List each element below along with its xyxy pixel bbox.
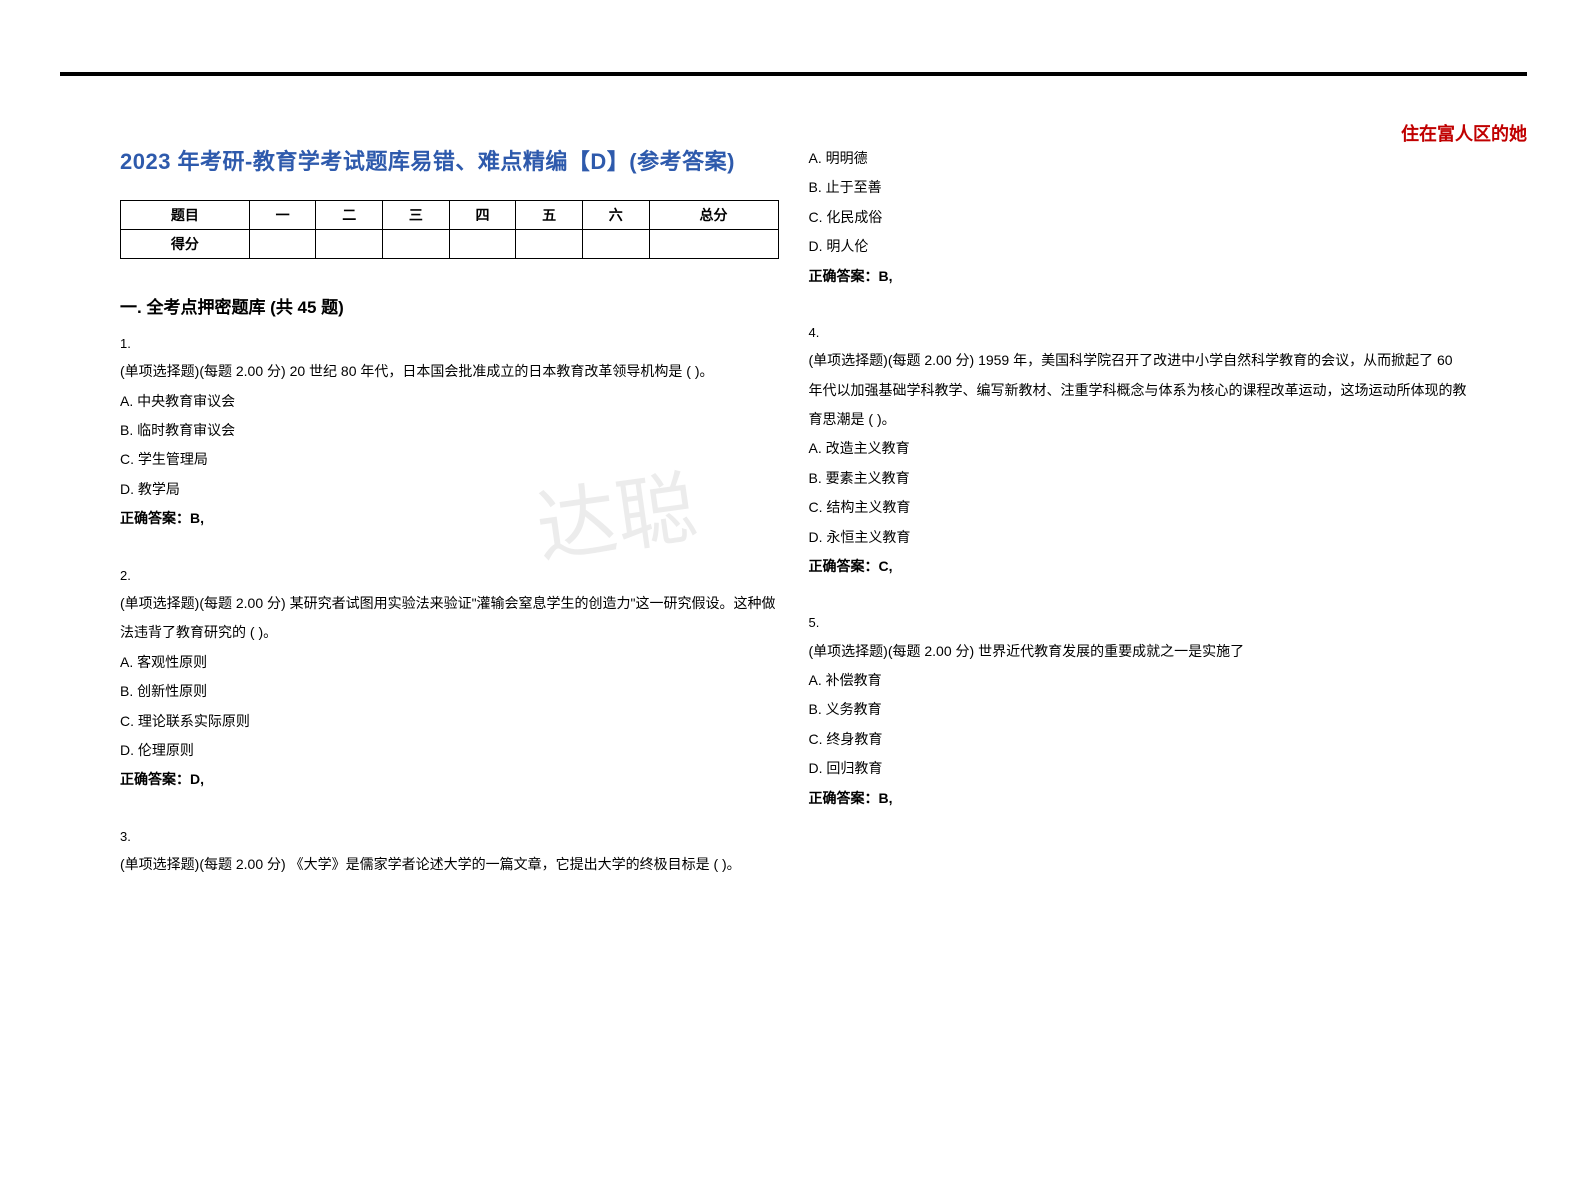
question-number: 3. [120,823,779,850]
question-option: A. 补偿教育 [809,666,1468,695]
question-answer: 正确答案：B, [809,784,1468,813]
col-header: 五 [516,201,583,230]
question-answer: 正确答案：B, [120,504,779,533]
question-number: 2. [120,562,779,589]
question-option: C. 理论联系实际原则 [120,707,779,736]
col-header: 题目 [121,201,250,230]
question-answer: 正确答案：C, [809,552,1468,581]
question-stem: (单项选择题)(每题 2.00 分) 《大学》是儒家学者论述大学的一篇文章，它提… [120,850,779,879]
question-option: D. 教学局 [120,475,779,504]
question-stem: (单项选择题)(每题 2.00 分) 1959 年，美国科学院召开了改进中小学自… [809,346,1468,434]
question-answer: 正确答案：B, [809,262,1468,291]
question-option: C. 结构主义教育 [809,493,1468,522]
row-label: 得分 [121,230,250,259]
question-block: 1. (单项选择题)(每题 2.00 分) 20 世纪 80 年代，日本国会批准… [120,330,779,534]
score-cell [316,230,383,259]
question-block: 2. (单项选择题)(每题 2.00 分) 某研究者试图用实验法来验证"灌输会窒… [120,562,779,795]
col-header: 二 [316,201,383,230]
question-option: C. 终身教育 [809,725,1468,754]
question-block: A. 明明德 B. 止于至善 C. 化民成俗 D. 明人伦 正确答案：B, [809,144,1468,291]
question-option: B. 创新性原则 [120,677,779,706]
table-row: 题目 一 二 三 四 五 六 总分 [121,201,779,230]
left-column: 2023 年考研-教育学考试题库易错、难点精编【D】(参考答案) 题目 一 二 … [120,144,779,879]
col-header: 总分 [649,201,778,230]
score-cell [516,230,583,259]
col-header: 四 [449,201,516,230]
page-content: 2023 年考研-教育学考试题库易错、难点精编【D】(参考答案) 题目 一 二 … [60,72,1527,919]
question-option: B. 义务教育 [809,695,1468,724]
question-answer: 正确答案：D, [120,765,779,794]
question-option: D. 永恒主义教育 [809,523,1468,552]
question-option: A. 客观性原则 [120,648,779,677]
question-option: A. 明明德 [809,144,1468,173]
question-block: 4. (单项选择题)(每题 2.00 分) 1959 年，美国科学院召开了改进中… [809,319,1468,581]
score-cell [383,230,450,259]
question-block: 3. (单项选择题)(每题 2.00 分) 《大学》是儒家学者论述大学的一篇文章… [120,823,779,880]
question-block: 5. (单项选择题)(每题 2.00 分) 世界近代教育发展的重要成就之一是实施… [809,609,1468,813]
question-option: D. 伦理原则 [120,736,779,765]
col-header: 三 [383,201,450,230]
score-cell [649,230,778,259]
score-cell [249,230,316,259]
question-option: D. 回归教育 [809,754,1468,783]
question-option: B. 止于至善 [809,173,1468,202]
question-number: 5. [809,609,1468,636]
col-header: 一 [249,201,316,230]
question-stem: (单项选择题)(每题 2.00 分) 某研究者试图用实验法来验证"灌输会窒息学生… [120,589,779,648]
question-option: B. 临时教育审议会 [120,416,779,445]
document-title: 2023 年考研-教育学考试题库易错、难点精编【D】(参考答案) [120,144,779,176]
question-option: D. 明人伦 [809,232,1468,261]
score-table: 题目 一 二 三 四 五 六 总分 得分 [120,200,779,259]
question-stem: (单项选择题)(每题 2.00 分) 20 世纪 80 年代，日本国会批准成立的… [120,357,779,386]
col-header: 六 [582,201,649,230]
question-number: 1. [120,330,779,357]
question-option: A. 改造主义教育 [809,434,1468,463]
right-column: A. 明明德 B. 止于至善 C. 化民成俗 D. 明人伦 正确答案：B, 4.… [809,144,1468,879]
question-option: A. 中央教育审议会 [120,387,779,416]
section-heading: 一. 全考点押密题库 (共 45 题) [120,293,779,318]
score-cell [582,230,649,259]
question-option: C. 学生管理局 [120,445,779,474]
question-option: B. 要素主义教育 [809,464,1468,493]
question-stem: (单项选择题)(每题 2.00 分) 世界近代教育发展的重要成就之一是实施了 [809,637,1468,666]
question-number: 4. [809,319,1468,346]
table-row: 得分 [121,230,779,259]
score-cell [449,230,516,259]
question-option: C. 化民成俗 [809,203,1468,232]
